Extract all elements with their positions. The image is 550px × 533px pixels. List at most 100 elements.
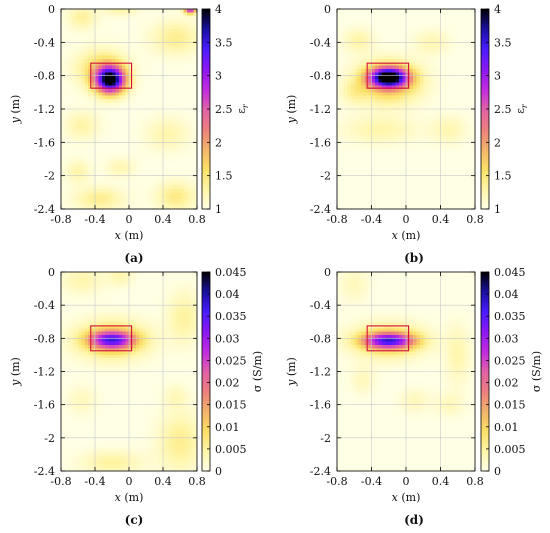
heatmap-cell [169, 129, 174, 133]
heatmap-cell [357, 35, 362, 40]
heatmap-cell [91, 122, 96, 127]
heatmap-cell [343, 125, 348, 130]
heatmap-cell [74, 52, 79, 57]
heatmap-cell [392, 115, 397, 120]
heatmap-cell [371, 29, 376, 33]
heatmap-cell [176, 95, 181, 100]
heatmap-cell [176, 139, 181, 143]
colorbar-swatch [202, 41, 210, 45]
heatmap-cell [163, 169, 167, 173]
colorbar-swatch [202, 29, 210, 32]
heatmap-cell [340, 102, 345, 107]
heatmap-cell [412, 122, 417, 127]
heatmap-cell [74, 62, 79, 67]
heatmap-cell [190, 69, 194, 73]
heatmap-cell [381, 179, 386, 183]
heatmap-cell [71, 112, 75, 117]
heatmap-cell [149, 175, 154, 180]
heatmap-cell [343, 132, 348, 137]
heatmap-cell [457, 139, 462, 143]
heatmap-cell [101, 95, 106, 100]
heatmap-cell [447, 182, 452, 187]
heatmap-cell [159, 192, 164, 197]
heatmap-cell [139, 89, 143, 93]
heatmap-cell [122, 199, 126, 203]
colorbar-swatch [202, 201, 210, 205]
heatmap-cell [471, 155, 476, 160]
heatmap-cell [361, 15, 365, 20]
heatmap-cell [169, 165, 174, 170]
heatmap-cell [419, 139, 424, 143]
heatmap-cell [173, 132, 177, 137]
heatmap-cell [371, 152, 376, 157]
heatmap-cell [135, 132, 140, 137]
heatmap-cell [156, 29, 160, 33]
heatmap-cell [471, 89, 476, 93]
heatmap-cell [84, 95, 89, 100]
heatmap-cell [354, 39, 359, 43]
heatmap-cell [340, 135, 345, 140]
heatmap-cell [350, 205, 355, 210]
heatmap-cell [115, 82, 120, 87]
heatmap-cell [440, 142, 445, 147]
heatmap-cell [381, 45, 386, 50]
heatmap-cell [454, 59, 459, 63]
heatmap-cell [437, 85, 441, 90]
heatmap-cell [430, 15, 434, 20]
heatmap-cell [193, 69, 198, 73]
heatmap-cell [354, 65, 359, 70]
heatmap-cell [91, 42, 96, 47]
heatmap-cell [419, 112, 424, 117]
colorbar-swatch [202, 114, 210, 117]
heatmap-cell [64, 42, 69, 47]
heatmap-cell [406, 112, 410, 117]
heatmap-cell [361, 69, 365, 73]
heatmap-cell [340, 89, 345, 93]
heatmap-cell [406, 159, 410, 163]
heatmap-cell [440, 92, 445, 97]
heatmap-cell [91, 105, 96, 110]
heatmap-cell [399, 65, 403, 70]
heatmap-cell [392, 42, 397, 47]
heatmap-cell [115, 69, 120, 73]
heatmap-cell [402, 79, 407, 83]
heatmap-cell [129, 149, 133, 153]
heatmap-cell [91, 115, 96, 120]
heatmap-cell [399, 129, 403, 133]
heatmap-cell [354, 85, 359, 90]
heatmap-cell [139, 59, 143, 63]
heatmap-cell [91, 79, 96, 83]
heatmap-cell [108, 139, 113, 143]
heatmap-cell [156, 112, 160, 117]
heatmap-cell [71, 59, 75, 63]
heatmap-cell [468, 95, 472, 100]
heatmap-cell [98, 172, 103, 177]
heatmap-cell [95, 199, 99, 203]
heatmap-cell [105, 35, 109, 40]
heatmap-cell [132, 52, 137, 57]
heatmap-cell [135, 115, 140, 120]
heatmap-cell [84, 169, 89, 173]
heatmap-cell [457, 9, 462, 13]
heatmap-cell [364, 205, 369, 210]
heatmap-cell [426, 109, 431, 113]
heatmap-cell [190, 129, 194, 133]
heatmap-cell [402, 105, 407, 110]
heatmap-cell [84, 165, 89, 170]
heatmap-cell [139, 179, 143, 183]
heatmap-cell [340, 182, 345, 187]
heatmap-cell [88, 55, 92, 60]
heatmap-cell [88, 19, 92, 23]
heatmap-cell [84, 142, 89, 147]
heatmap-cell [142, 95, 147, 100]
heatmap-cell [343, 165, 348, 170]
heatmap-cell [371, 195, 376, 200]
heatmap-cell [101, 189, 106, 193]
heatmap-cell [347, 35, 352, 40]
heatmap-cell [443, 112, 448, 117]
heatmap-cell [84, 9, 89, 13]
heatmap-cell [142, 139, 147, 143]
heatmap-cell [368, 79, 372, 83]
heatmap-cell [125, 55, 130, 60]
heatmap-cell [112, 122, 116, 127]
